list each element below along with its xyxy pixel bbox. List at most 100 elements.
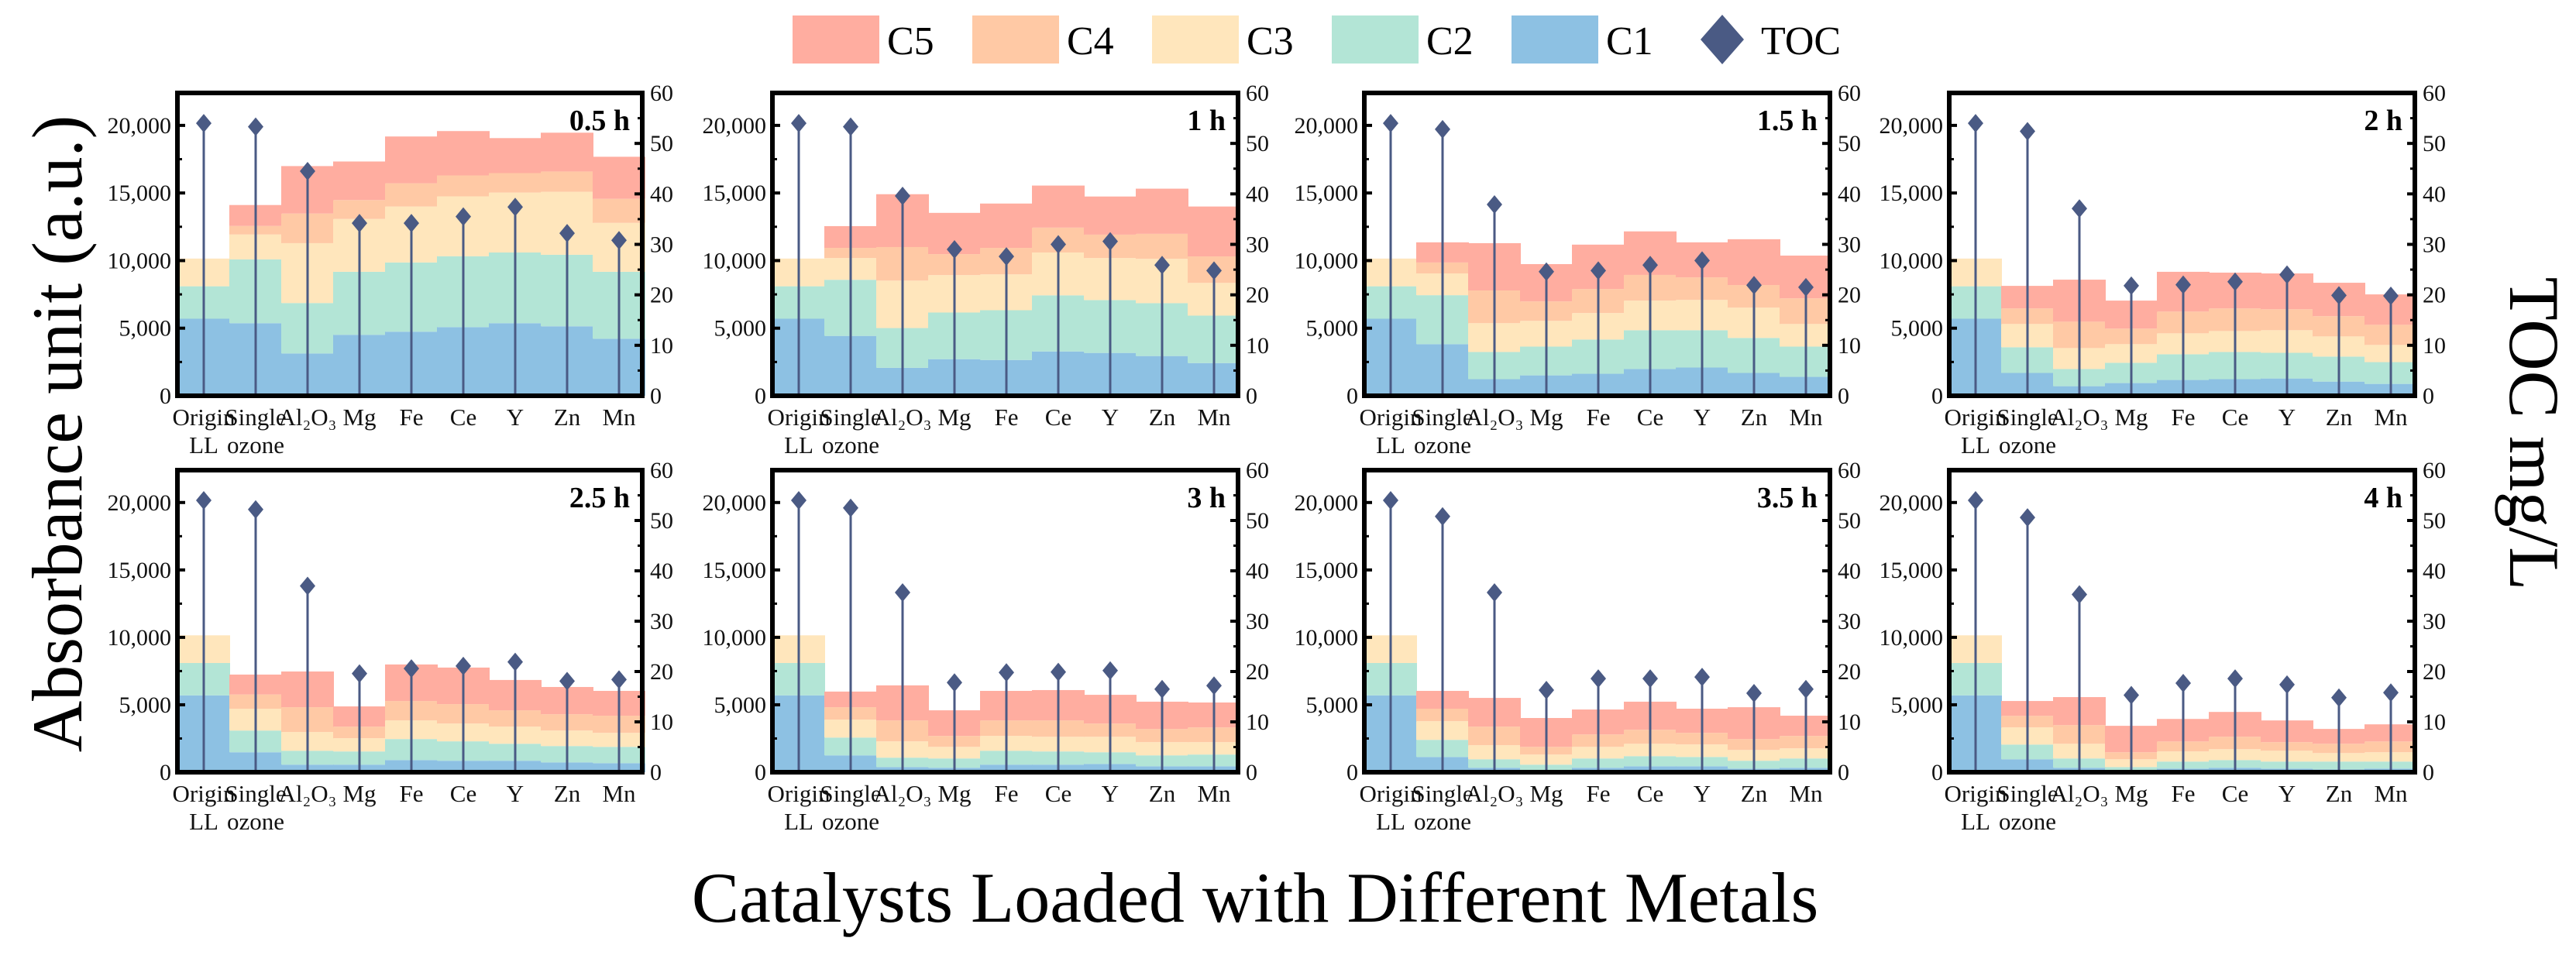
x-tick-label: Mg <box>937 404 971 431</box>
x-tick-label: Mg <box>342 780 376 807</box>
y2-tick-label: 10 <box>1838 709 1861 735</box>
toc-marker <box>1051 662 1066 682</box>
x-tick-label: Zn <box>1149 404 1176 431</box>
bar-segment-c5 <box>385 136 438 184</box>
bar-segment-c5 <box>1084 196 1137 235</box>
bar-segment-c5 <box>1188 206 1240 257</box>
x-tick-label: Al₂O₃ <box>1465 780 1523 807</box>
bar-segment-c5 <box>593 156 645 199</box>
y-tick-label: 10,000 <box>108 248 172 273</box>
x-tick-label: Fe <box>995 404 1019 431</box>
x-tick-label: Zn <box>1741 404 1768 431</box>
y2-tick-label: 0 <box>2423 383 2434 409</box>
bar-segment-c5 <box>333 161 386 201</box>
x-tick-label: Mg <box>342 404 376 431</box>
y-tick-label: 5,000 <box>1306 316 1359 342</box>
toc-marker <box>300 576 315 596</box>
y-tick-label: 20,000 <box>108 113 172 139</box>
x-tick-label: Y <box>507 404 524 431</box>
x-tick-label-line: ozone <box>1999 431 2056 459</box>
legend-swatch-c4 <box>972 15 1059 64</box>
x-tick-label-line: Origin <box>1360 404 1422 431</box>
x-tick-label-line: Origin <box>768 780 831 807</box>
y2-tick-label: 30 <box>1246 609 1269 634</box>
toc-marker <box>1591 261 1606 280</box>
x-tick-label: Mn <box>2374 780 2408 807</box>
y-tick-label: 20,000 <box>108 490 172 516</box>
y-tick-label: 5,000 <box>1306 692 1359 718</box>
legend-swatch-c1 <box>1512 15 1598 64</box>
y2-tick-label: 50 <box>2423 131 2446 156</box>
x-tick-label-line: Origin <box>173 780 236 807</box>
toc-marker <box>2227 272 2243 291</box>
y2-tick-label: 30 <box>650 232 673 258</box>
x-tick-label: Ce <box>1045 404 1071 431</box>
x-tick-label: Ce <box>1045 780 1071 807</box>
x-tick-label: Single ozone <box>1412 780 1473 835</box>
x-tick-label: Al₂O₃ <box>1465 404 1523 431</box>
y2-tick-label: 10 <box>1838 333 1861 359</box>
toc-marker <box>1102 232 1118 251</box>
y-tick-label: 0 <box>755 760 766 785</box>
toc-marker <box>1694 251 1710 270</box>
x-tick-label-line: ozone <box>1414 808 1471 835</box>
x-tick-label: Origin LL <box>173 780 236 835</box>
x-tick-label-line: Origin <box>1945 780 2007 807</box>
legend-swatch-c2 <box>1332 15 1419 64</box>
bar-segment-c4 <box>385 183 438 207</box>
y2-tick-label: 30 <box>2423 609 2446 634</box>
y-tick-label: 20,000 <box>1880 113 1944 139</box>
toc-marker <box>1968 491 1983 510</box>
bar-segment-c5 <box>1136 188 1188 234</box>
toc-marker <box>1435 507 1450 526</box>
x-tick-label-line: Origin <box>1945 404 2007 431</box>
x-tick-label-line: ozone <box>1414 431 1471 459</box>
y-tick-label: 15,000 <box>1880 558 1944 583</box>
bar-segment-c4 <box>1136 233 1188 259</box>
toc-marker <box>1798 679 1814 699</box>
toc-marker <box>947 240 962 259</box>
toc-marker <box>2020 122 2035 141</box>
y2-tick-label: 10 <box>2423 709 2446 735</box>
y2-tick-label: 0 <box>1246 760 1257 785</box>
y2-tick-label: 30 <box>650 609 673 634</box>
x-tick-label: Mn <box>1197 404 1231 431</box>
toc-marker <box>1746 276 1762 295</box>
x-tick-label: Al₂O₃ <box>278 404 336 431</box>
x-tick-label-line: Single <box>1996 780 2058 807</box>
x-tick-label: Zn <box>554 404 581 431</box>
toc-marker <box>1539 262 1554 281</box>
toc-marker <box>2124 685 2139 705</box>
y-tick-label: 15,000 <box>1880 180 1944 206</box>
x-tick-label: Fe <box>2172 404 2196 431</box>
toc-marker <box>2331 688 2347 707</box>
y2-tick-label: 50 <box>650 508 673 534</box>
panel-3h: 0 5,000 10,000 15,000 20,000 0 10 20 30 40 50 60 Ori… <box>703 458 1270 835</box>
toc-marker <box>248 117 263 136</box>
toc-marker <box>2175 673 2191 692</box>
x-tick-label: Y <box>1102 404 1119 431</box>
y2-tick-label: 40 <box>1838 181 1861 207</box>
panel-05h: 0 5,000 10,000 15,000 20,000 0 10 20 30 40 50 60 Ori… <box>108 81 674 459</box>
toc-marker <box>1383 491 1398 510</box>
y2-tick-label: 50 <box>1838 131 1861 156</box>
panel-15h: 0 5,000 10,000 15,000 20,000 0 10 20 30 40 50 60 Ori… <box>1295 81 1862 459</box>
toc-marker <box>947 673 962 692</box>
toc-marker <box>2383 286 2399 305</box>
x-tick-label: Y <box>1102 780 1119 807</box>
x-tick-label: Mg <box>2114 780 2148 807</box>
x-tick-label-line: Single <box>225 404 286 431</box>
x-tick-label-line: LL <box>784 808 813 835</box>
y-tick-label: 5,000 <box>119 692 172 718</box>
x-tick-label: Single ozone <box>1996 780 2058 835</box>
y2-tick-label: 0 <box>650 760 662 785</box>
toc-marker <box>2279 675 2295 694</box>
legend-swatch-c3 <box>1152 15 1239 64</box>
y2-tick-label: 60 <box>2423 81 2446 106</box>
x-tick-label: Mn <box>1789 404 1823 431</box>
y2-tick-label: 40 <box>650 181 673 207</box>
toc-marker <box>352 214 367 233</box>
y-tick-label: 10,000 <box>703 248 767 273</box>
x-tick-label-line: Single <box>820 404 881 431</box>
y2-tick-label: 30 <box>1838 609 1861 634</box>
